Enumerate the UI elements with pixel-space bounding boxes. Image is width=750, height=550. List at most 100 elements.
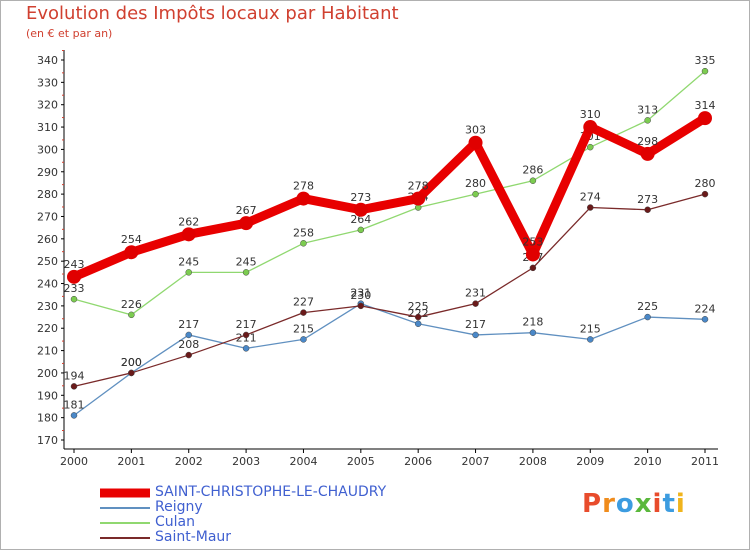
data-point [587,204,594,211]
logo-letter: o [615,489,635,519]
data-point [300,336,307,343]
data-point [242,345,250,352]
data-point [698,111,712,126]
data-point [357,226,365,234]
data-point [353,202,368,217]
y-tick-label: 200 [37,367,58,380]
x-tick-label: 2008 [519,455,547,468]
x-tick-label: 2006 [404,455,432,468]
data-label: 194 [64,369,85,382]
y-tick-label: 170 [37,434,58,447]
series-line [69,113,710,282]
x-tick-label: 2001 [117,455,145,468]
y-tick-label: 320 [37,99,58,112]
data-label: 278 [293,180,314,193]
data-point [701,190,709,198]
data-point [472,300,479,307]
data-label: 280 [465,177,486,190]
proxiti-logo: Proxiti [582,489,686,519]
data-point [300,309,307,316]
data-label: 200 [121,356,142,369]
x-tick-label: 2011 [691,455,719,468]
data-label: 225 [408,300,429,313]
legend-label: SAINT-CHRISTOPHE-LE-CHAUDRY [155,484,387,500]
y-tick-label: 330 [37,76,58,89]
data-point [644,206,651,214]
chart-subtitle: (en € et par an) [26,27,113,40]
data-label: 215 [293,322,314,335]
data-point [128,369,135,377]
data-point [472,331,479,339]
logo-letter: t [662,489,676,519]
data-label: 208 [178,338,199,351]
series-line [73,70,706,316]
data-label: 225 [637,300,658,313]
legend-swatch [100,507,150,509]
x-tick-label: 2007 [462,455,490,468]
data-label: 254 [121,233,142,246]
data-point [70,383,78,390]
data-label: 313 [637,103,658,116]
data-point [644,313,651,321]
data-point [525,247,540,262]
data-label: 310 [580,108,601,121]
y-tick-label: 210 [37,345,58,358]
data-point [414,320,422,328]
data-point [583,120,598,135]
data-point [185,351,192,359]
legend-swatch [100,537,150,539]
legend-swatch [100,488,150,498]
data-point [70,295,78,303]
data-point [587,143,594,151]
y-tick-label: 280 [37,188,58,201]
data-point [468,135,483,150]
x-tick-label: 2000 [60,455,88,468]
series-line [73,193,706,388]
data-point [587,336,594,343]
data-point [640,146,655,161]
data-point [185,331,192,339]
data-point [529,329,537,336]
y-tick-label: 250 [37,255,58,268]
data-label: 243 [64,258,85,271]
legend-label: Reigny [155,499,203,515]
data-point [242,331,250,339]
data-point [128,311,135,319]
data-label: 278 [408,180,429,193]
data-label: 253 [522,235,543,248]
logo-letter: P [582,489,603,519]
data-point [472,190,479,198]
data-label: 231 [465,287,486,300]
x-tick-label: 2004 [289,455,317,468]
y-tick-label: 240 [37,278,58,291]
data-label: 215 [580,322,601,335]
legend-label: Culan [155,514,195,530]
logo-letter: i [652,489,663,519]
chart-title: Evolution des Impôts locaux par Habitant [26,3,399,24]
y-tick-label: 290 [37,166,58,179]
data-label: 217 [178,318,199,331]
data-point [529,264,537,272]
data-point [70,412,78,419]
data-point [644,117,651,124]
data-label: 274 [580,191,601,204]
data-label: 233 [64,282,85,295]
data-point [296,191,311,206]
x-tick-label: 2002 [175,455,203,468]
data-label: 258 [293,226,314,239]
y-tick-label: 190 [37,389,58,402]
data-label: 262 [178,215,199,228]
data-point [181,227,196,242]
data-label: 264 [350,213,371,226]
legend-label: Saint-Maur [155,529,232,545]
data-label: 227 [293,296,314,309]
y-tick-label: 270 [37,210,58,223]
y-tick-label: 180 [37,412,58,425]
data-point [414,313,422,321]
data-label: 245 [178,255,199,268]
data-point [124,245,139,260]
data-label: 231 [350,287,371,300]
data-point [300,240,307,247]
data-label: 314 [695,99,716,112]
